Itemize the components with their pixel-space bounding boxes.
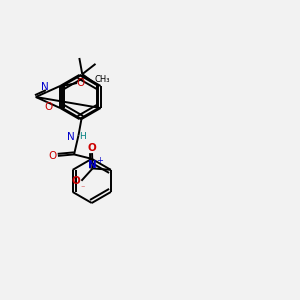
Text: O: O — [76, 78, 85, 88]
Text: O: O — [49, 151, 57, 161]
Text: N: N — [41, 82, 49, 92]
Text: N: N — [67, 132, 75, 142]
Text: +: + — [96, 156, 103, 165]
Text: CH₃: CH₃ — [95, 75, 110, 84]
Text: H: H — [80, 132, 86, 141]
Text: O: O — [88, 143, 96, 153]
Text: ⁻: ⁻ — [81, 184, 85, 193]
Text: O: O — [72, 176, 80, 186]
Text: O: O — [44, 102, 52, 112]
Text: N: N — [88, 160, 96, 170]
